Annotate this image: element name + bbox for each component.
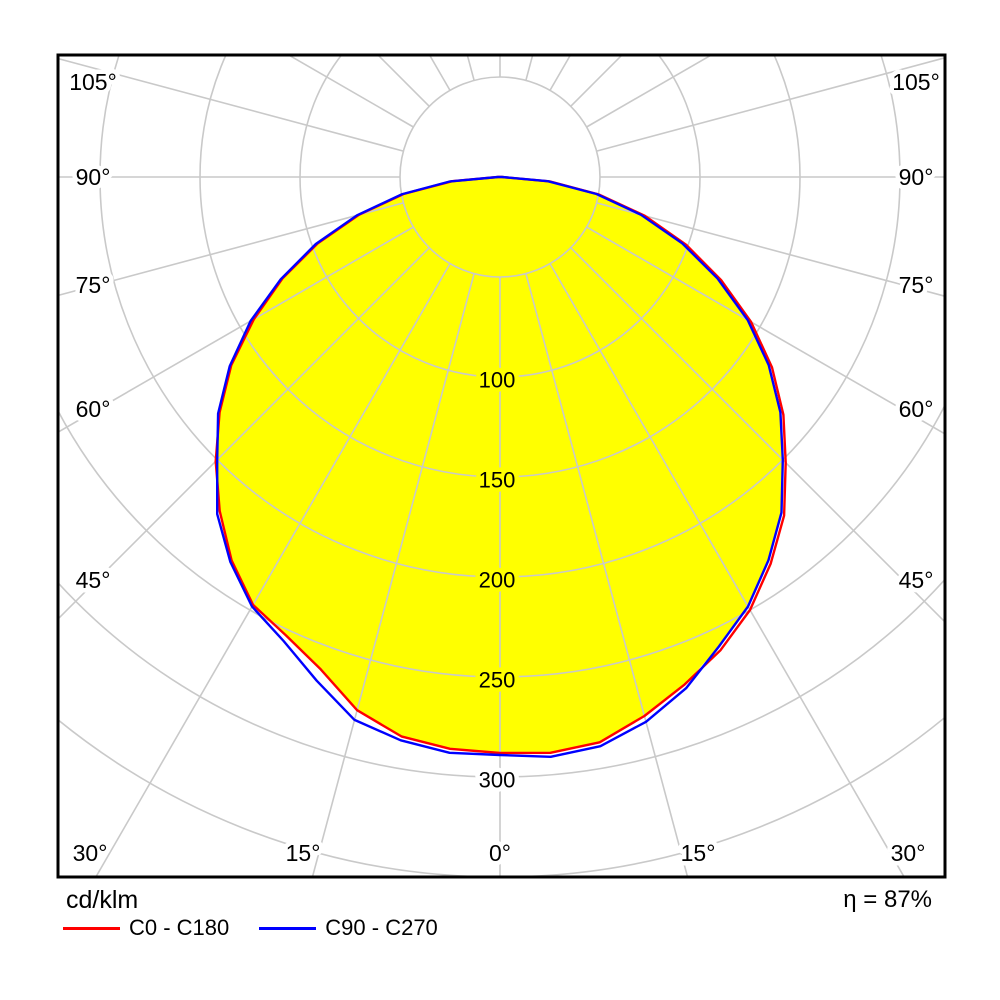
angle-label-left: 75° (76, 272, 111, 298)
grid-spoke (94, 263, 451, 877)
unit-label: cd/klm (66, 886, 139, 914)
grid-spoke (525, 273, 689, 877)
angle-label-right: 90° (899, 164, 934, 190)
grid-spoke (58, 247, 430, 621)
angle-label-left: 90° (76, 164, 111, 190)
angle-label-bottom: 15° (286, 840, 321, 866)
angle-label-left: 105° (69, 69, 117, 95)
angle-label-right: 45° (899, 567, 934, 593)
legend-label-c0-c180: C0 - C180 (129, 915, 230, 940)
legend-item-c90-c270: C90 - C270 (259, 915, 438, 941)
grid-spoke (58, 202, 404, 297)
grid-spoke (311, 273, 475, 877)
plot-frame (56, 53, 947, 879)
grid-spoke (287, 55, 414, 128)
radial-tick-label: 200 (479, 568, 516, 593)
grid-spoke (58, 226, 414, 434)
curve-c0-c180 (214, 175, 787, 755)
radial-tick-label: 100 (479, 368, 516, 393)
grid-spoke (596, 56, 945, 152)
angle-label-right: 75° (899, 272, 934, 298)
chart-legend: C0 - C180 C90 - C270 (63, 915, 438, 941)
legend-swatch-blue (259, 926, 317, 930)
grid-spoke (586, 226, 945, 435)
grid-spoke (376, 55, 430, 107)
legend-label-c90-c270: C90 - C270 (325, 915, 438, 940)
angle-label-bottom: 30° (891, 840, 926, 866)
angle-label-left: 45° (76, 567, 111, 593)
radial-tick-label: 150 (479, 468, 516, 493)
grid-spoke (549, 55, 572, 91)
angle-label-left: 60° (76, 396, 111, 422)
efficiency-label: η = 87% (843, 886, 932, 913)
grid-spoke (586, 55, 713, 128)
angle-label-bottom: 15° (681, 840, 716, 866)
grid-spoke (58, 57, 404, 152)
grid-spoke (525, 55, 534, 81)
radial-tick-label: 300 (479, 768, 516, 793)
legend-item-c0-c180: C0 - C180 (63, 915, 229, 941)
grid-spoke (570, 247, 945, 624)
grid-spoke (596, 202, 945, 298)
curve-c90-c270 (216, 175, 784, 758)
angle-label-bottom: 30° (73, 840, 108, 866)
angle-label-right: 60° (899, 396, 934, 422)
radial-tick-label: 250 (479, 668, 516, 693)
angle-label-right: 105° (892, 69, 940, 95)
angle-label-bottom: 0° (489, 840, 511, 866)
grid-spoke (466, 55, 475, 81)
legend-swatch-red (63, 926, 120, 930)
